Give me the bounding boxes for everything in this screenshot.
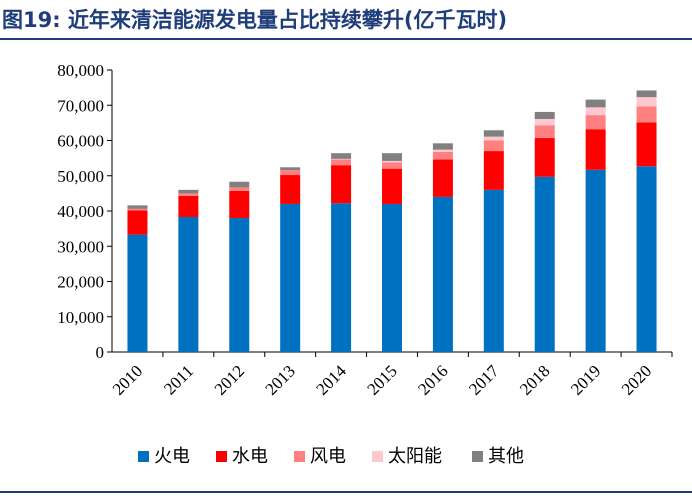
bar-segment-2016-0 xyxy=(432,196,453,352)
bar-segment-2017-3 xyxy=(483,136,504,141)
bar-segment-2015-3 xyxy=(382,160,402,163)
bar-segment-2014-1 xyxy=(331,165,352,204)
y-tick-label: 10,000 xyxy=(57,308,104,327)
legend-swatch-3 xyxy=(372,451,383,462)
legend-swatch-2 xyxy=(294,451,305,462)
x-tick-label: 2011 xyxy=(160,361,197,398)
bar-segment-2020-1 xyxy=(636,122,657,167)
bar-segment-2019-1 xyxy=(585,129,606,170)
bar-segment-2020-2 xyxy=(636,106,657,123)
bar-segment-2018-1 xyxy=(534,138,555,177)
bar-segment-2011-0 xyxy=(178,216,199,352)
y-tick-label: 0 xyxy=(96,343,105,362)
legend-swatch-4 xyxy=(472,451,483,462)
bar-segment-2015-1 xyxy=(382,168,402,204)
x-tick-label: 2020 xyxy=(618,361,655,398)
x-tick-label: 2016 xyxy=(414,361,451,398)
bar-segment-2010-0 xyxy=(127,234,148,352)
bar-segment-2016-4 xyxy=(432,143,453,150)
bar-segment-2010-1 xyxy=(127,210,148,235)
bar-segment-2016-1 xyxy=(432,159,453,197)
bar-segment-2016-3 xyxy=(432,149,453,152)
bar-segment-2018-4 xyxy=(534,111,555,119)
bar-segment-2010-2 xyxy=(127,208,148,211)
legend-label: 风电 xyxy=(310,446,346,467)
bar-segment-2011-4 xyxy=(178,189,199,194)
bar-segment-2014-2 xyxy=(331,159,352,166)
bar-segment-2015-0 xyxy=(382,203,402,352)
bar-segment-2011-1 xyxy=(178,195,199,217)
bar-segment-2018-3 xyxy=(534,118,555,126)
y-tick-label: 20,000 xyxy=(57,273,104,292)
bar-segment-2020-4 xyxy=(636,90,657,98)
bar-segment-2012-0 xyxy=(229,218,250,352)
title-rule xyxy=(0,38,692,40)
bar-segment-2018-2 xyxy=(534,125,555,139)
legend-label: 水电 xyxy=(232,446,268,467)
bar-segment-2015-4 xyxy=(382,153,402,161)
bar-segment-2013-4 xyxy=(280,167,301,171)
bar-segment-2012-1 xyxy=(229,190,250,219)
x-tick-label: 2013 xyxy=(262,361,299,398)
x-tick-label: 2014 xyxy=(312,361,350,399)
bar-segment-2017-2 xyxy=(483,140,504,152)
y-tick-label: 80,000 xyxy=(57,61,104,80)
bar-segment-2019-0 xyxy=(585,169,606,352)
bar-segment-2019-3 xyxy=(585,107,606,116)
y-tick-label: 60,000 xyxy=(57,132,104,151)
figure-title: 图19: 近年来清洁能源发电量占比持续攀升(亿千瓦时) xyxy=(2,8,508,32)
x-tick-label: 2012 xyxy=(211,361,248,398)
bar-segment-2014-0 xyxy=(331,203,352,352)
bar-segment-2012-2 xyxy=(229,187,250,191)
legend-label: 太阳能 xyxy=(388,446,442,467)
x-tick-label: 2018 xyxy=(516,361,553,398)
bar-segment-2019-2 xyxy=(585,115,606,130)
bar-segment-2017-4 xyxy=(483,130,504,137)
legend-label: 火电 xyxy=(154,446,190,467)
x-tick-label: 2015 xyxy=(363,361,400,398)
bar-segment-2010-4 xyxy=(127,205,148,209)
bottom-rule xyxy=(0,491,692,493)
bar-segment-2013-1 xyxy=(280,175,301,204)
y-tick-label: 30,000 xyxy=(57,237,104,256)
x-tick-label: 2010 xyxy=(109,361,146,398)
y-tick-label: 40,000 xyxy=(57,202,104,221)
legend-swatch-1 xyxy=(216,451,227,462)
legend-swatch-0 xyxy=(138,451,149,462)
figure-header: 图19: 近年来清洁能源发电量占比持续攀升(亿千瓦时) xyxy=(0,0,692,42)
bar-segment-2017-0 xyxy=(483,189,504,352)
x-tick-label: 2017 xyxy=(465,361,503,399)
bar-segment-2016-2 xyxy=(432,151,453,160)
bar-segment-2020-0 xyxy=(636,166,657,352)
y-tick-label: 70,000 xyxy=(57,96,104,115)
x-tick-label: 2019 xyxy=(567,361,604,398)
bar-segment-2019-4 xyxy=(585,99,606,108)
bar-segment-2020-3 xyxy=(636,97,657,107)
bar-segment-2015-2 xyxy=(382,162,402,169)
bar-segment-2013-0 xyxy=(280,203,301,352)
bar-segment-2014-3 xyxy=(331,158,352,160)
y-tick-label: 50,000 xyxy=(57,167,104,186)
bar-segment-2012-4 xyxy=(229,181,250,188)
bar-segment-2013-2 xyxy=(280,170,301,176)
bar-segment-2014-4 xyxy=(331,153,352,159)
bar-segment-2011-2 xyxy=(178,193,199,196)
bar-segment-2017-1 xyxy=(483,151,504,190)
legend-label: 其他 xyxy=(488,446,524,467)
bar-segment-2018-0 xyxy=(534,176,555,352)
